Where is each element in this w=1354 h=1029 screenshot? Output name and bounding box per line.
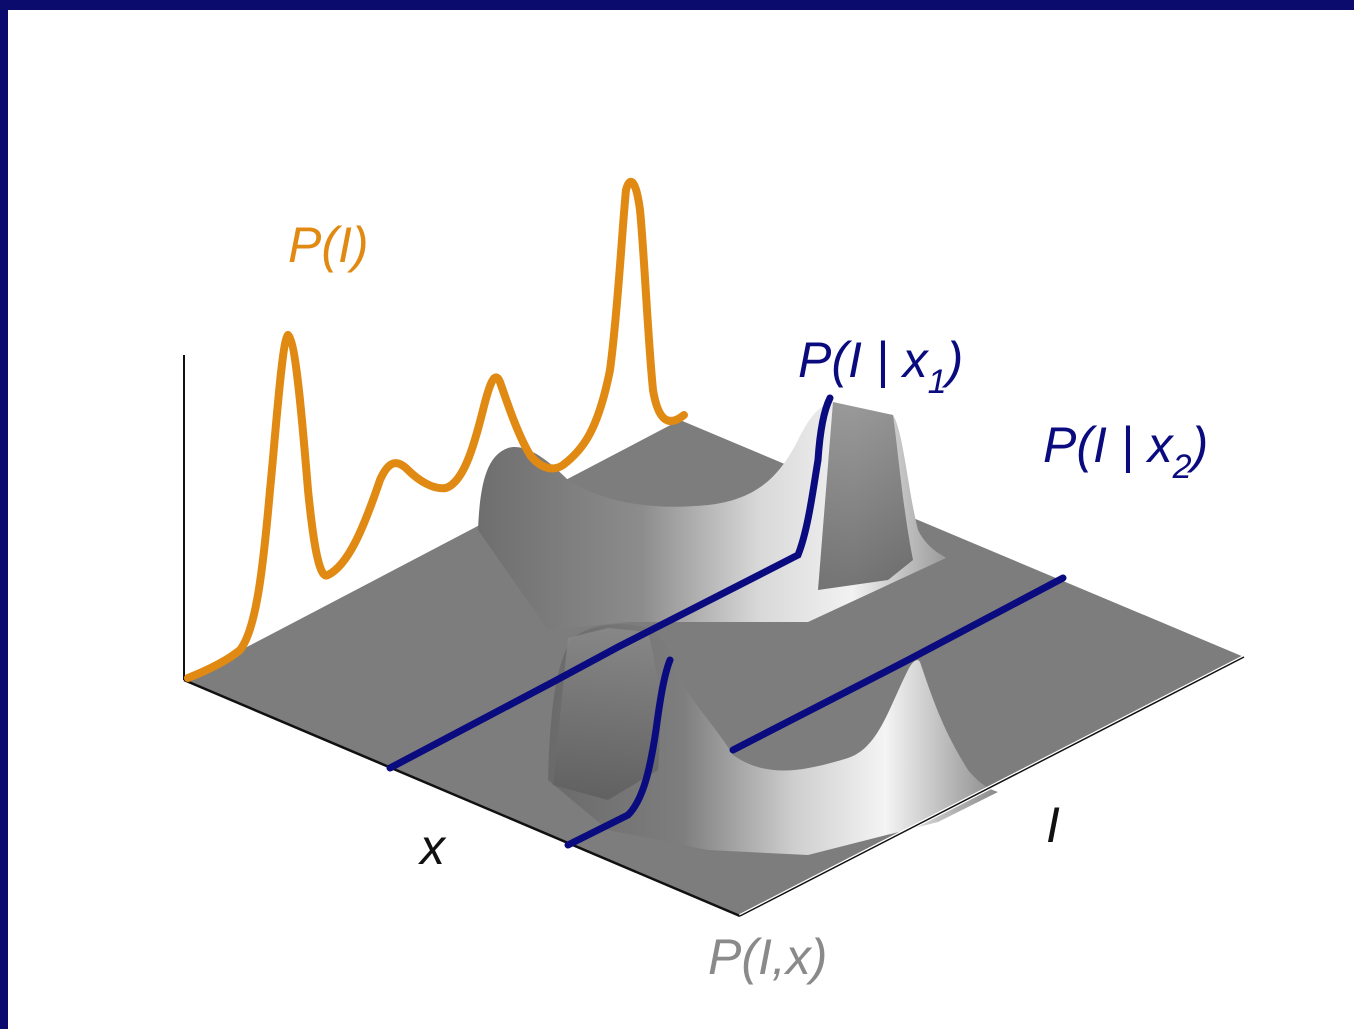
- x-axis-label: x: [420, 819, 445, 875]
- conditional-label-x1-subscript: 1: [927, 363, 947, 401]
- conditional-label-x1-close: ): [946, 332, 964, 388]
- back-ridge-wall: [818, 402, 913, 590]
- conditional-slice-x1-back: [386, 394, 834, 772]
- joint-label: P(I,x): [708, 929, 828, 985]
- marginal-label: P(I): [288, 217, 369, 273]
- marginal-curve: [184, 177, 688, 682]
- i-axis-label: I: [1046, 797, 1060, 853]
- joint-distribution-surface-plot: [183, 177, 1245, 918]
- conditional-label-x2-subscript: 2: [1172, 448, 1192, 486]
- conditional-label-x2-close: ): [1191, 417, 1209, 473]
- conditional-slice-x1-front: [564, 656, 674, 849]
- conditional-label-x1: P(I | x1): [798, 332, 964, 399]
- conditional-label-x1-main: P(I | x: [798, 332, 928, 388]
- conditional-label-x2-main: P(I | x: [1043, 417, 1173, 473]
- conditional-slice-x2: [729, 574, 1067, 754]
- conditional-label-x2: P(I | x2): [1043, 417, 1209, 484]
- slide-canvas: P(I) P(I | x1) P(I | x2) x I P(I,x): [8, 10, 1354, 1029]
- x-axis-line: [183, 678, 741, 918]
